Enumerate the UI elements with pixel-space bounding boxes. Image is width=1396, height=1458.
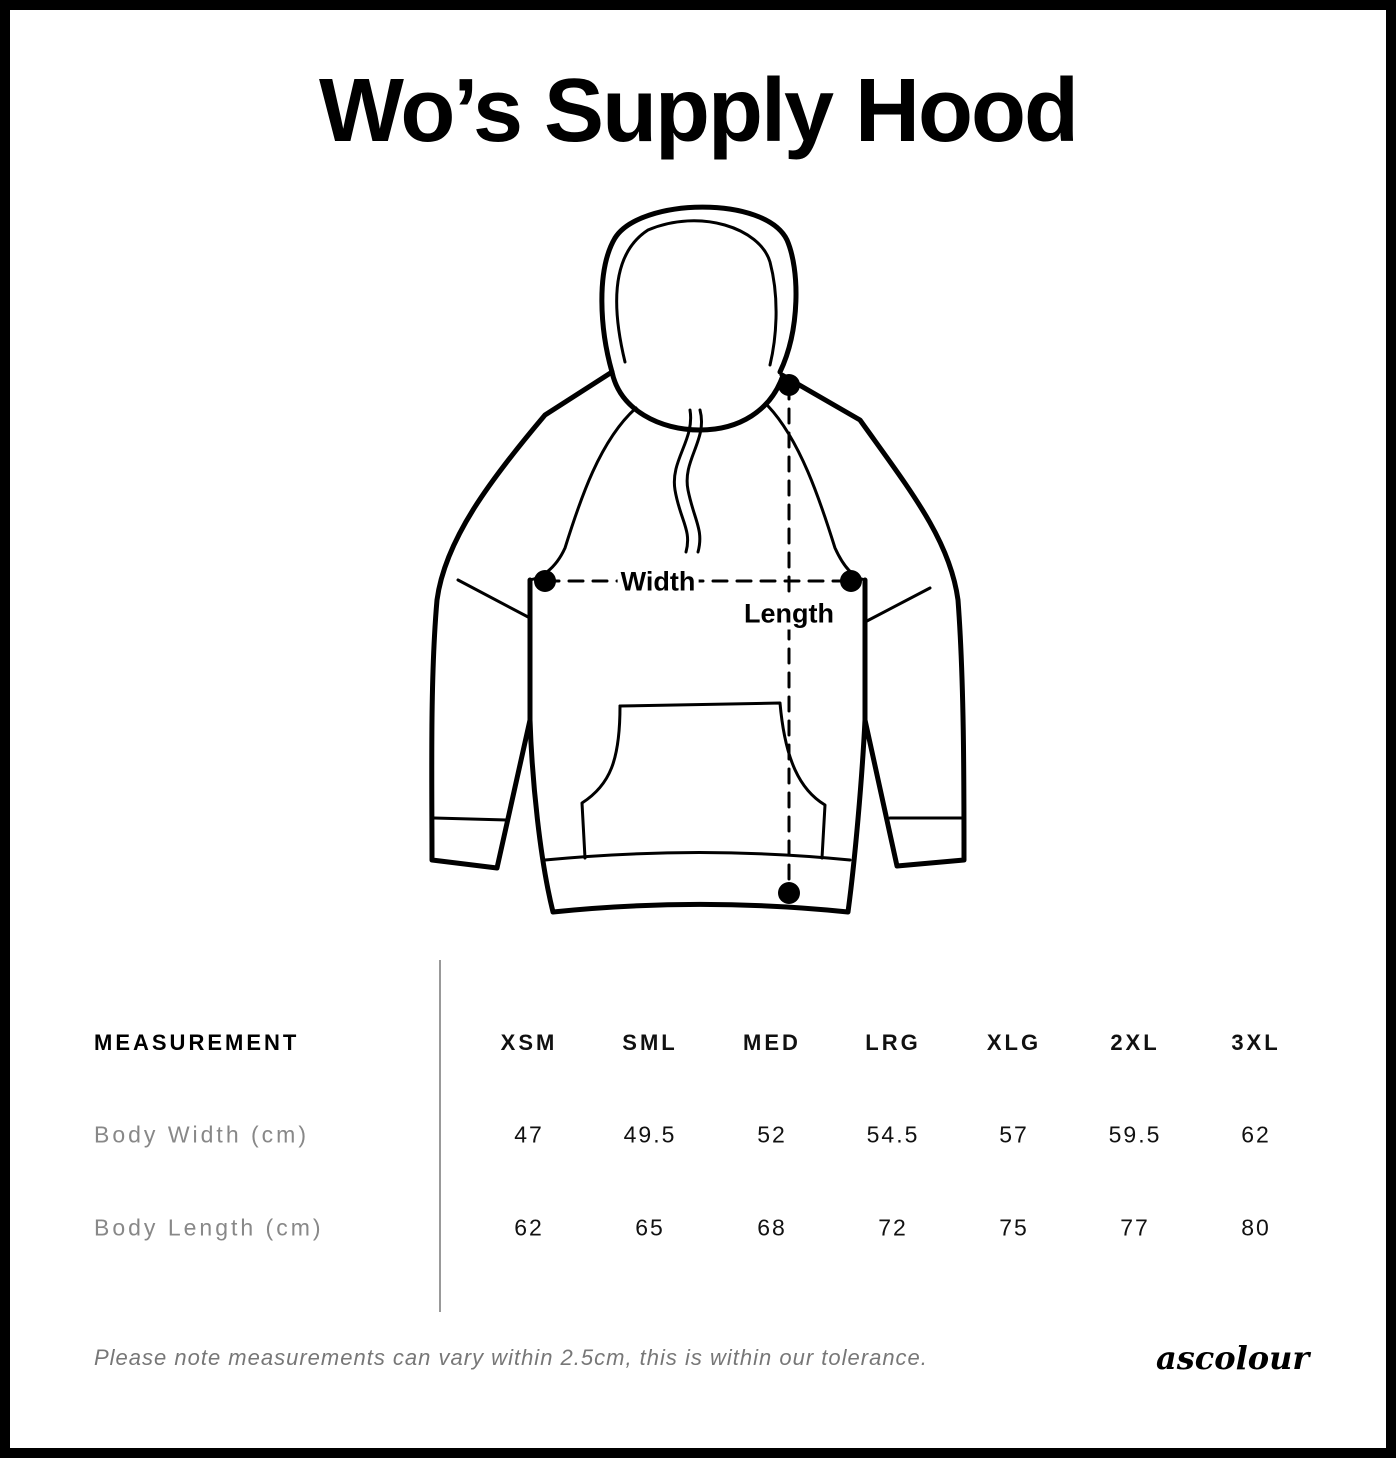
table-cell: 52 bbox=[757, 1121, 787, 1148]
table-cell: 68 bbox=[757, 1214, 787, 1241]
size-header: MED bbox=[743, 1030, 801, 1055]
width-label: Width bbox=[617, 566, 699, 598]
hoodie-seams bbox=[432, 219, 965, 862]
table-cell: 75 bbox=[999, 1214, 1029, 1241]
size-header: XLG bbox=[986, 1030, 1042, 1055]
size-header: 3XL bbox=[1231, 1030, 1281, 1055]
measurement-header: MEASUREMENT bbox=[94, 1030, 300, 1055]
hoodie-outline bbox=[429, 204, 967, 915]
measurement-points bbox=[534, 374, 862, 904]
table-cell: 57 bbox=[999, 1121, 1029, 1148]
table-cell: 65 bbox=[635, 1214, 665, 1241]
row-label: Body Length (cm) bbox=[94, 1214, 324, 1241]
table-cell: 59.5 bbox=[1108, 1121, 1162, 1148]
size-header: 2XL bbox=[1110, 1030, 1160, 1055]
length-label: Length bbox=[741, 598, 837, 630]
table-cell: 80 bbox=[1241, 1214, 1271, 1241]
measurement-lines bbox=[543, 383, 853, 895]
table-cell: 77 bbox=[1120, 1214, 1150, 1241]
table-cell: 62 bbox=[1241, 1121, 1271, 1148]
table-divider bbox=[439, 960, 441, 1312]
size-header: LRG bbox=[865, 1030, 921, 1055]
size-header: SML bbox=[622, 1030, 678, 1055]
table-cell: 54.5 bbox=[866, 1121, 920, 1148]
table-cell: 49.5 bbox=[623, 1121, 677, 1148]
row-label: Body Width (cm) bbox=[94, 1121, 309, 1148]
table-cell: 47 bbox=[514, 1121, 544, 1148]
page-title: Wo’s Supply Hood bbox=[319, 61, 1079, 161]
size-header: XSM bbox=[500, 1030, 558, 1055]
table-cell: 72 bbox=[878, 1214, 908, 1241]
ascolour-logo: ascolour bbox=[1156, 1339, 1310, 1377]
table-cell: 62 bbox=[514, 1214, 544, 1241]
tolerance-note: Please note measurements can vary within… bbox=[94, 1345, 928, 1370]
